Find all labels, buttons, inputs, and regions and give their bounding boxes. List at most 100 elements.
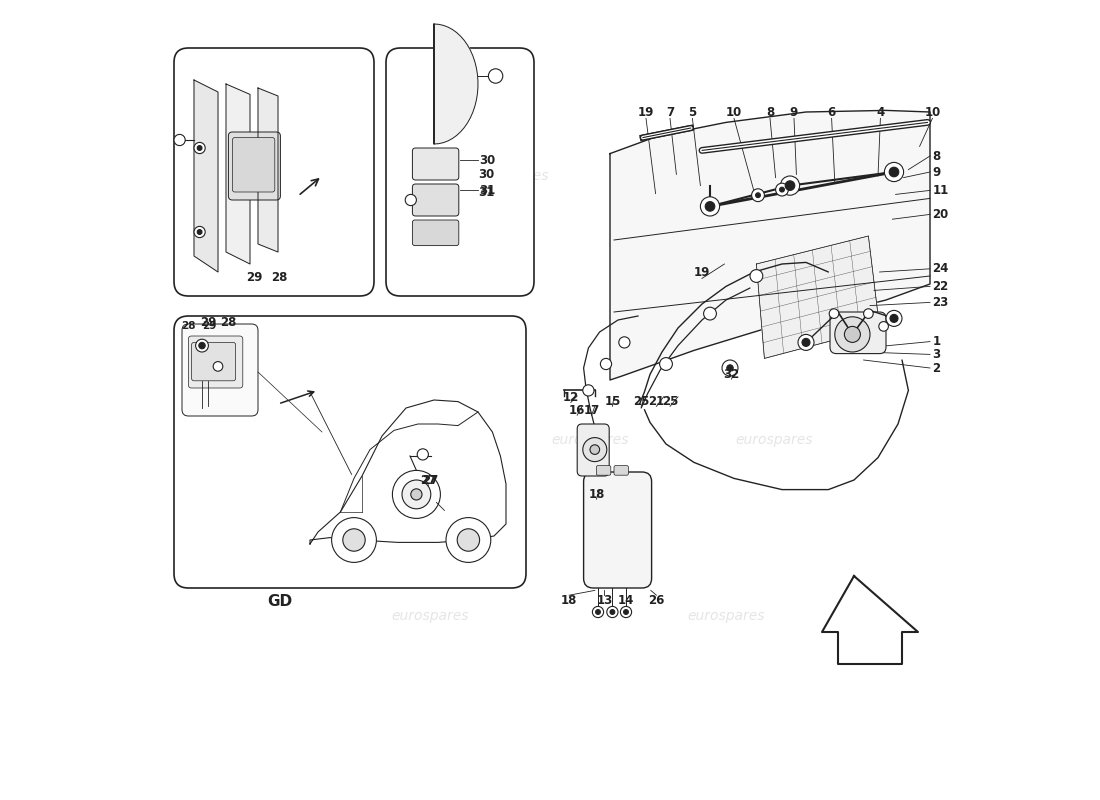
FancyBboxPatch shape (596, 466, 611, 475)
Polygon shape (610, 110, 930, 380)
Circle shape (196, 339, 208, 352)
FancyBboxPatch shape (584, 472, 651, 588)
Text: 28: 28 (272, 271, 288, 284)
Circle shape (410, 489, 422, 500)
Text: 13: 13 (596, 594, 613, 606)
Circle shape (458, 529, 480, 551)
Text: 11: 11 (933, 184, 948, 197)
Text: 8: 8 (766, 106, 774, 118)
Circle shape (780, 176, 800, 195)
Circle shape (845, 326, 860, 342)
Circle shape (829, 309, 839, 318)
Circle shape (835, 317, 870, 352)
FancyBboxPatch shape (182, 324, 258, 416)
Text: 12: 12 (563, 391, 579, 404)
Text: 20: 20 (933, 208, 948, 221)
Circle shape (727, 365, 734, 371)
Text: 5: 5 (689, 106, 696, 118)
Text: 18: 18 (588, 488, 605, 501)
Text: 31: 31 (480, 184, 496, 197)
Polygon shape (822, 576, 918, 664)
FancyBboxPatch shape (191, 342, 235, 381)
Circle shape (780, 187, 784, 192)
Text: 25: 25 (662, 395, 679, 408)
Circle shape (722, 360, 738, 376)
Text: 19: 19 (694, 266, 711, 278)
FancyBboxPatch shape (412, 184, 459, 216)
Text: 6: 6 (827, 106, 836, 118)
Circle shape (488, 69, 503, 83)
Circle shape (776, 183, 789, 196)
Circle shape (886, 310, 902, 326)
Circle shape (756, 193, 760, 198)
Circle shape (601, 358, 612, 370)
Polygon shape (258, 88, 278, 252)
Text: 9: 9 (790, 106, 799, 118)
Text: 9: 9 (933, 166, 940, 178)
FancyBboxPatch shape (386, 48, 534, 296)
Circle shape (704, 307, 716, 320)
Text: eurospares: eurospares (471, 169, 549, 183)
Text: 19: 19 (638, 106, 654, 118)
Circle shape (610, 610, 615, 614)
Text: 32: 32 (724, 368, 739, 381)
Text: 28: 28 (182, 322, 196, 331)
Text: 25: 25 (632, 395, 649, 408)
FancyBboxPatch shape (830, 312, 886, 354)
Text: 30: 30 (480, 154, 496, 166)
Circle shape (619, 337, 630, 348)
Text: 17: 17 (583, 404, 600, 417)
Circle shape (402, 480, 431, 509)
Text: eurospares: eurospares (735, 433, 813, 447)
Text: 7: 7 (666, 106, 674, 118)
Circle shape (405, 194, 417, 206)
Text: 10: 10 (924, 106, 940, 118)
Text: 14: 14 (618, 594, 635, 606)
Circle shape (785, 181, 795, 190)
Text: 21: 21 (648, 395, 664, 408)
FancyBboxPatch shape (232, 138, 275, 192)
Circle shape (583, 438, 607, 462)
Text: 31: 31 (477, 186, 494, 198)
Circle shape (197, 146, 202, 150)
Text: 24: 24 (933, 262, 949, 275)
Text: 2: 2 (933, 362, 940, 374)
Text: 29: 29 (245, 271, 262, 284)
Circle shape (890, 314, 898, 322)
Circle shape (798, 334, 814, 350)
Circle shape (194, 142, 206, 154)
Text: 16: 16 (569, 404, 585, 417)
Text: 8: 8 (933, 150, 940, 162)
Circle shape (331, 518, 376, 562)
Text: eurospares: eurospares (392, 609, 469, 623)
Circle shape (802, 338, 810, 346)
Circle shape (343, 529, 365, 551)
Circle shape (751, 189, 764, 202)
Text: 18: 18 (561, 594, 578, 606)
Circle shape (607, 606, 618, 618)
Text: eurospares: eurospares (255, 433, 332, 447)
Circle shape (889, 167, 899, 177)
Text: eurospares: eurospares (551, 433, 629, 447)
Circle shape (864, 309, 873, 318)
FancyBboxPatch shape (174, 48, 374, 296)
Circle shape (590, 445, 600, 454)
Text: 1: 1 (933, 335, 940, 348)
Circle shape (393, 470, 440, 518)
Text: eurospares: eurospares (712, 169, 789, 183)
Circle shape (620, 606, 631, 618)
Circle shape (417, 449, 428, 460)
Text: GD: GD (267, 594, 293, 609)
Text: 26: 26 (648, 594, 664, 606)
Text: 3: 3 (933, 348, 940, 361)
Circle shape (593, 606, 604, 618)
Text: 29: 29 (200, 316, 217, 329)
Text: 30: 30 (477, 168, 494, 181)
Text: 15: 15 (604, 395, 620, 408)
Circle shape (660, 358, 672, 370)
Circle shape (750, 270, 762, 282)
Text: 22: 22 (933, 280, 948, 293)
Polygon shape (757, 236, 880, 358)
FancyBboxPatch shape (614, 466, 628, 475)
Polygon shape (226, 84, 250, 264)
